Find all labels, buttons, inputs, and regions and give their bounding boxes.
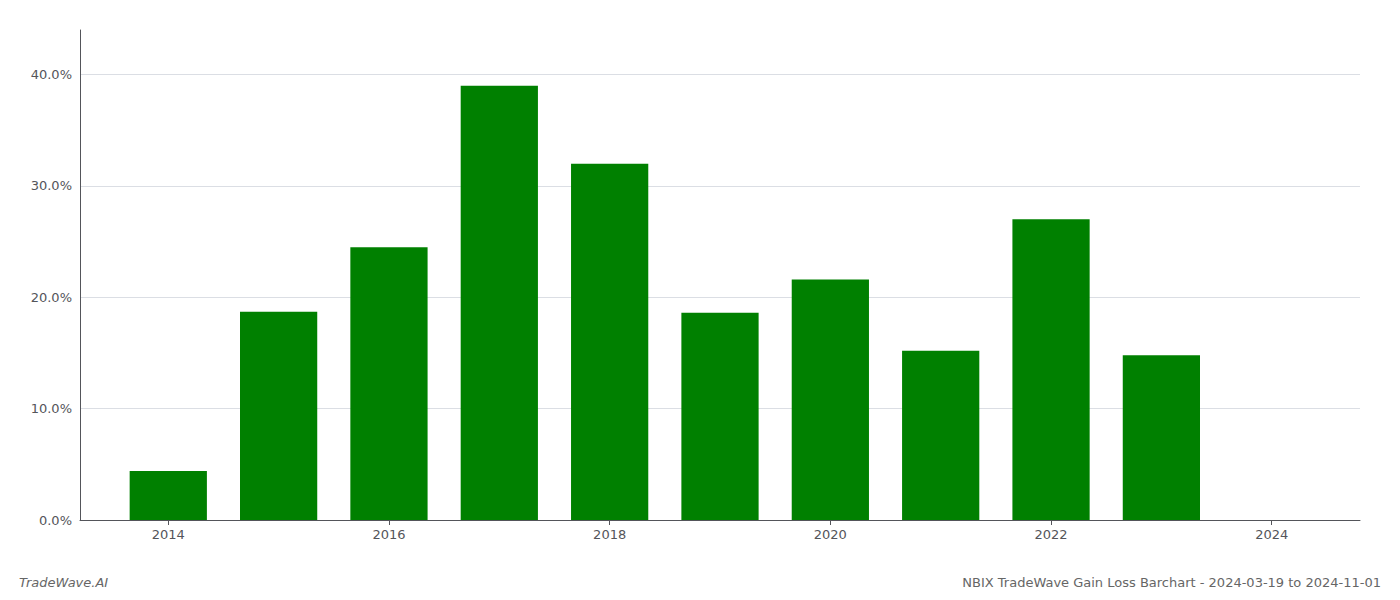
svg-text:2018: 2018	[593, 527, 626, 542]
svg-text:TradeWave.AI: TradeWave.AI	[19, 575, 108, 590]
svg-text:2020: 2020	[814, 527, 847, 542]
svg-text:2016: 2016	[372, 527, 405, 542]
svg-text:2014: 2014	[152, 527, 185, 542]
svg-text:2024: 2024	[1255, 527, 1288, 542]
svg-text:30.0%: 30.0%	[31, 178, 72, 193]
svg-text:2022: 2022	[1034, 527, 1067, 542]
svg-text:NBIX TradeWave Gain Loss Barch: NBIX TradeWave Gain Loss Barchart - 2024…	[962, 575, 1381, 590]
svg-text:20.0%: 20.0%	[31, 290, 72, 305]
svg-text:10.0%: 10.0%	[31, 401, 72, 416]
svg-text:0.0%: 0.0%	[39, 513, 72, 528]
svg-text:40.0%: 40.0%	[31, 67, 72, 82]
